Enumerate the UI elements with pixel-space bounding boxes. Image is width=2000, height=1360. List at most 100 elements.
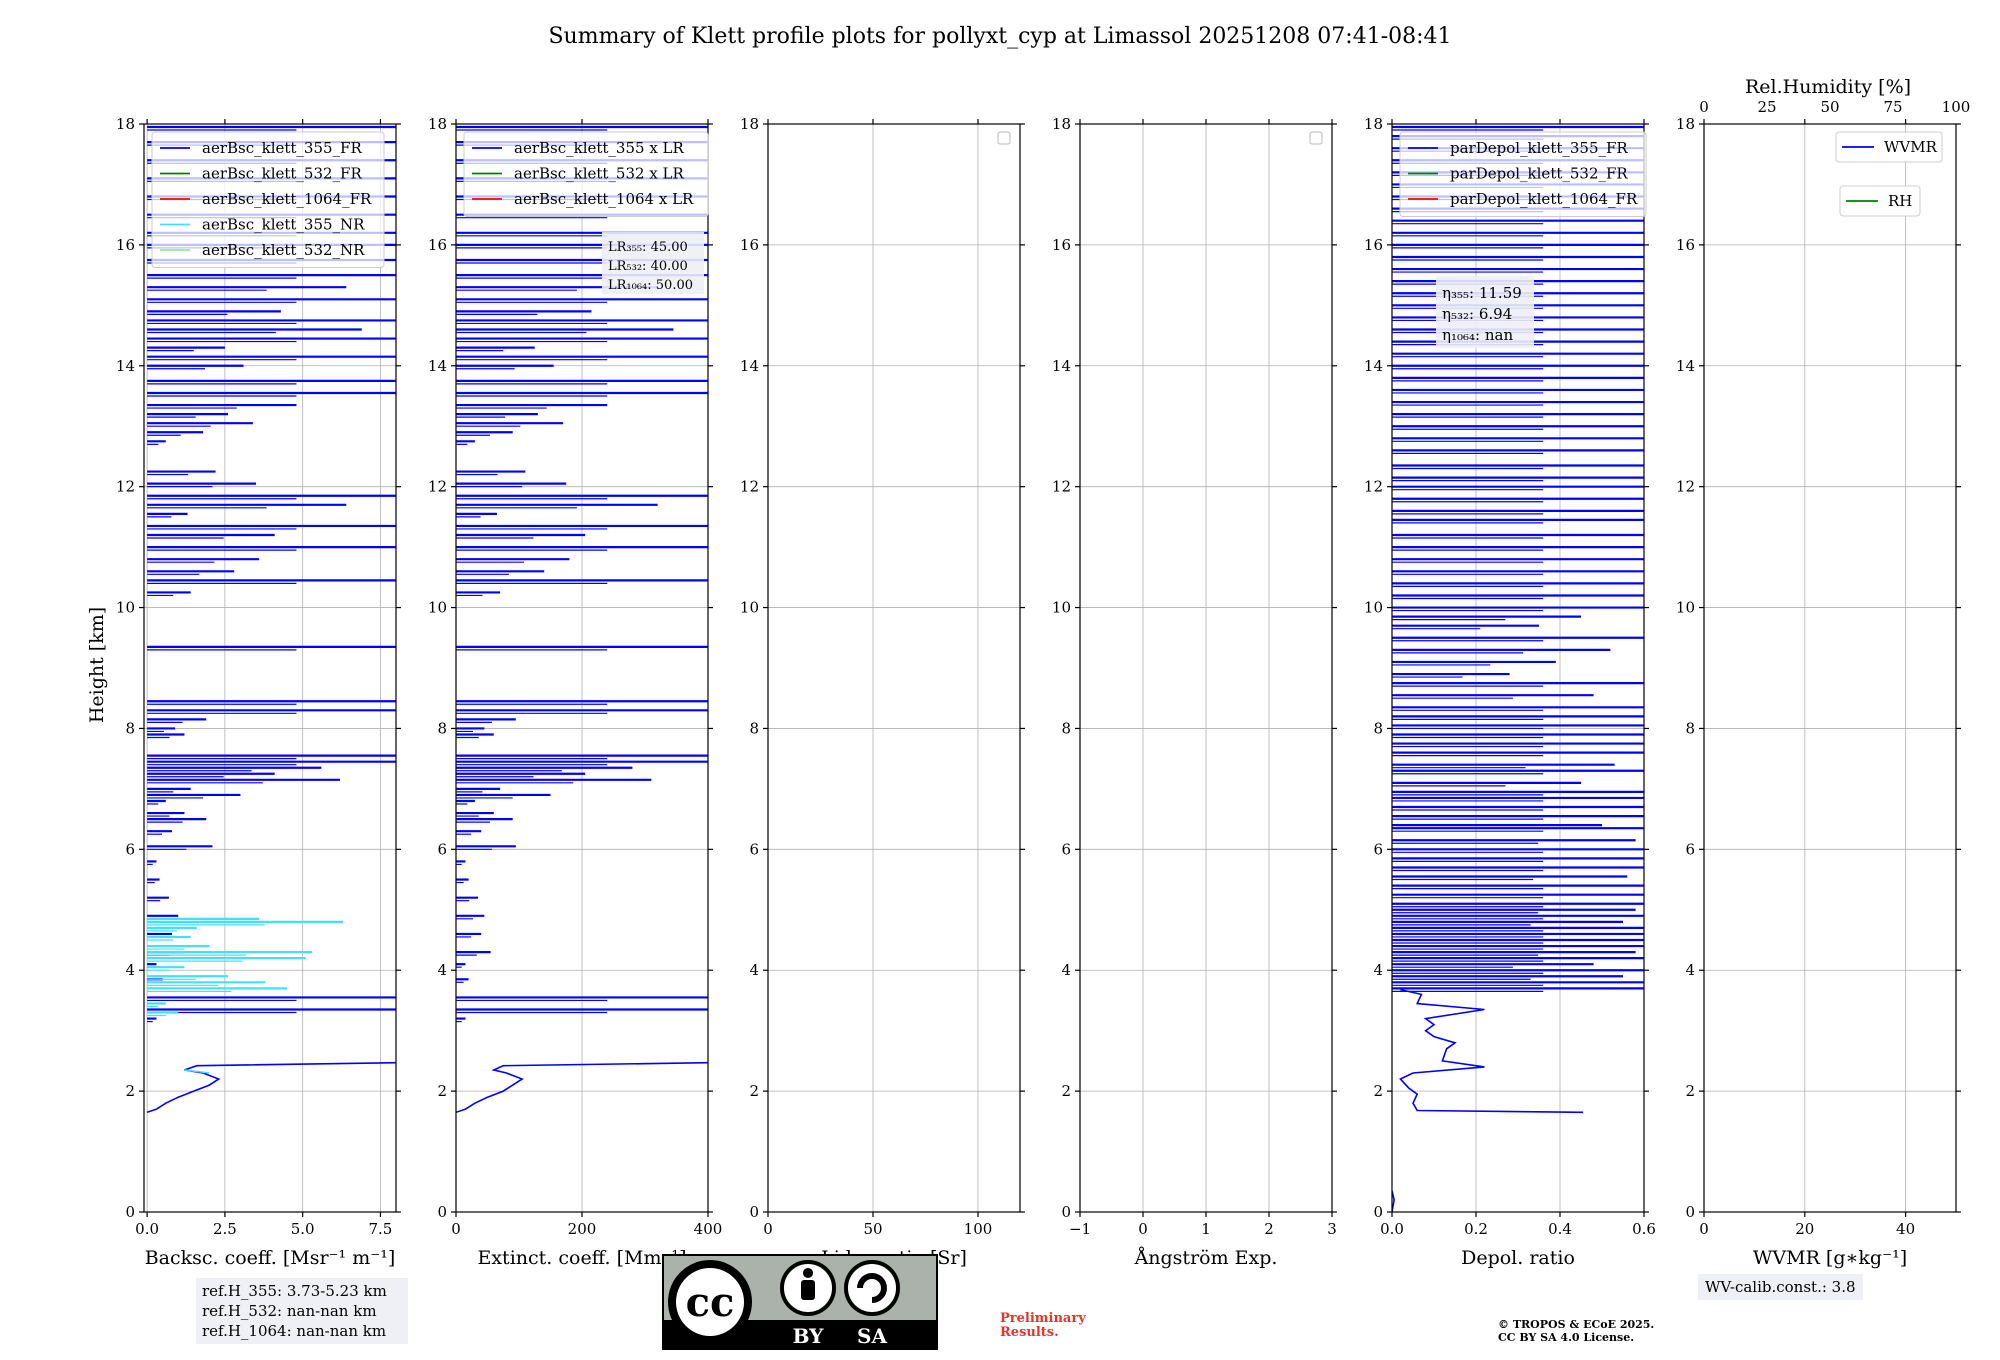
y-tick-label: 6 [125,840,135,858]
y-tick-label: 0 [749,1203,759,1221]
y-tick-label: 4 [1061,961,1071,979]
x-tick-label: 0 [451,1220,461,1238]
y-tick-label: 10 [1052,599,1071,617]
axes-frame [767,123,1021,1213]
series-line-parDepol_klett_355_FR-lower [1399,988,1584,1114]
x-tick-label: 0 [763,1220,773,1238]
empty-legend-box [1309,131,1323,145]
series-line-aerBsc_klett_355 x LR [456,1061,708,1114]
y-tick-label: 14 [116,357,135,375]
y-tick-label: 16 [1676,236,1695,254]
empty-legend-box [997,131,1011,145]
legend-label: RH [1888,192,1912,210]
x-tick-label: 7.5 [369,1220,393,1238]
y-tick-label: 10 [116,599,135,617]
legend-label: aerBsc_klett_1064 x LR [514,190,694,208]
y-tick-label: 8 [1061,719,1071,737]
x-tick-label: 50 [863,1220,882,1238]
copyright-note: © TROPOS & ECoE 2025. CC BY SA 4.0 Licen… [1498,1318,1698,1344]
y-tick-label: 6 [1061,840,1071,858]
y-tick-label: 0 [437,1203,447,1221]
top-tick-label: 75 [1883,98,1902,116]
y-tick-label: 8 [1685,719,1695,737]
legend-label: aerBsc_klett_355_NR [202,216,365,234]
y-tick-label: 12 [1676,478,1695,496]
series-line-aerBsc_klett_355_NR [184,1069,210,1074]
y-tick-label: 14 [740,357,759,375]
legend-label: aerBsc_klett_532 x LR [514,165,685,183]
series-line-aerBsc_klett_355_FR [146,1061,396,1114]
legend-label: parDepol_klett_532_FR [1450,165,1628,183]
y-axis-label: Height [km] [86,607,108,723]
x-tick-label: 0.2 [1464,1220,1488,1238]
axes-frame [1391,123,1645,1213]
y-tick-label: 4 [437,961,447,979]
y-tick-label: 16 [116,236,135,254]
y-tick-label: 16 [428,236,447,254]
y-tick-label: 0 [125,1203,135,1221]
y-tick-label: 4 [125,961,135,979]
y-tick-label: 2 [1685,1082,1695,1100]
y-tick-label: 6 [1373,840,1383,858]
person-icon [803,1268,813,1278]
y-tick-label: 2 [1373,1082,1383,1100]
y-tick-label: 10 [1364,599,1383,617]
reference-height-box: ref.H_355: 3.73-5.23 km ref.H_532: nan-n… [196,1278,408,1344]
y-tick-label: 18 [740,115,759,133]
y-tick-label: 12 [740,478,759,496]
y-tick-label: 2 [749,1082,759,1100]
y-tick-label: 10 [428,599,447,617]
legend-label: aerBsc_klett_532_FR [202,165,362,183]
x-tick-label: 0.0 [1380,1220,1404,1238]
y-tick-label: 8 [125,719,135,737]
x-tick-label: 0 [1699,1220,1709,1238]
y-tick-label: 4 [1373,961,1383,979]
legend-box [463,131,709,217]
copyright-line-1: © TROPOS & ECoE 2025. [1498,1318,1655,1331]
lr-annotation-lr355: LR₃₅₅: 45.00 [608,240,688,255]
y-tick-label: 16 [1364,236,1383,254]
y-tick-label: 8 [1373,719,1383,737]
y-tick-label: 18 [428,115,447,133]
y-tick-label: 12 [1052,478,1071,496]
y-tick-label: 0 [1685,1203,1695,1221]
y-tick-label: 6 [749,840,759,858]
legend-label: aerBsc_klett_532_NR [202,241,365,259]
x-tick-label: 100 [964,1220,993,1238]
eta-annotation-eta532: η₅₃₂: 6.94 [1442,305,1512,323]
y-tick-label: 18 [1052,115,1071,133]
x-axis-label: Depol. ratio [1461,1247,1575,1269]
eta-annotation-eta355: η₃₅₅: 11.59 [1442,284,1522,302]
eta-annotation-eta1064: η₁₀₆₄: nan [1442,326,1513,344]
series-line-parDepol_klett_355_FR [1392,1190,1395,1212]
axes-frame [143,123,397,1213]
y-tick-label: 6 [437,840,447,858]
cc-by-label: BY [793,1324,825,1348]
panel-lr: 024681012141618050100Lidar ratio [Sr] [740,115,1025,1269]
y-tick-label: 4 [1685,961,1695,979]
legend-box [1399,131,1647,217]
y-tick-label: 0 [1061,1203,1071,1221]
ref-h-355: ref.H_355: 3.73-5.23 km [202,1282,387,1300]
x-axis-label: WVMR [g∗kg⁻¹] [1753,1247,1907,1269]
y-tick-label: 14 [1676,357,1695,375]
preliminary-line-1: Preliminary [1000,1311,1086,1326]
legend-label: aerBsc_klett_355_FR [202,139,362,157]
x-tick-label: 20 [1795,1220,1814,1238]
panel-ext: 0 2 4 6 8 10 12 14 16 18 0 200 400 Extinct. coeff. [M… [428,115,722,1269]
legend-label: parDepol_klett_1064_FR [1450,190,1638,208]
y-tick-label: 14 [1052,357,1071,375]
lr-annotation-lr1064: LR₁₀₆₄: 50.00 [608,278,693,293]
legend-box [1839,185,1921,217]
x-tick-label: 400 [694,1220,723,1238]
x-axis-label: Extinct. coeff. [Mm⁻¹] [477,1247,686,1269]
y-tick-label: 18 [1676,115,1695,133]
cc-mark: cc [686,1279,735,1326]
legend-box [1835,131,1943,163]
x-tick-label: 0.4 [1548,1220,1572,1238]
panel-depol: 0 2 4 6 8 10 12 14 16 18 0.0 0.2 0.4 0.6 Depol. ratio p… [1364,115,1656,1269]
lr-annotation-lr532: LR₅₃₂: 40.00 [608,259,688,274]
x-tick-label: 0 [1138,1220,1148,1238]
y-tick-label: 14 [1364,357,1383,375]
